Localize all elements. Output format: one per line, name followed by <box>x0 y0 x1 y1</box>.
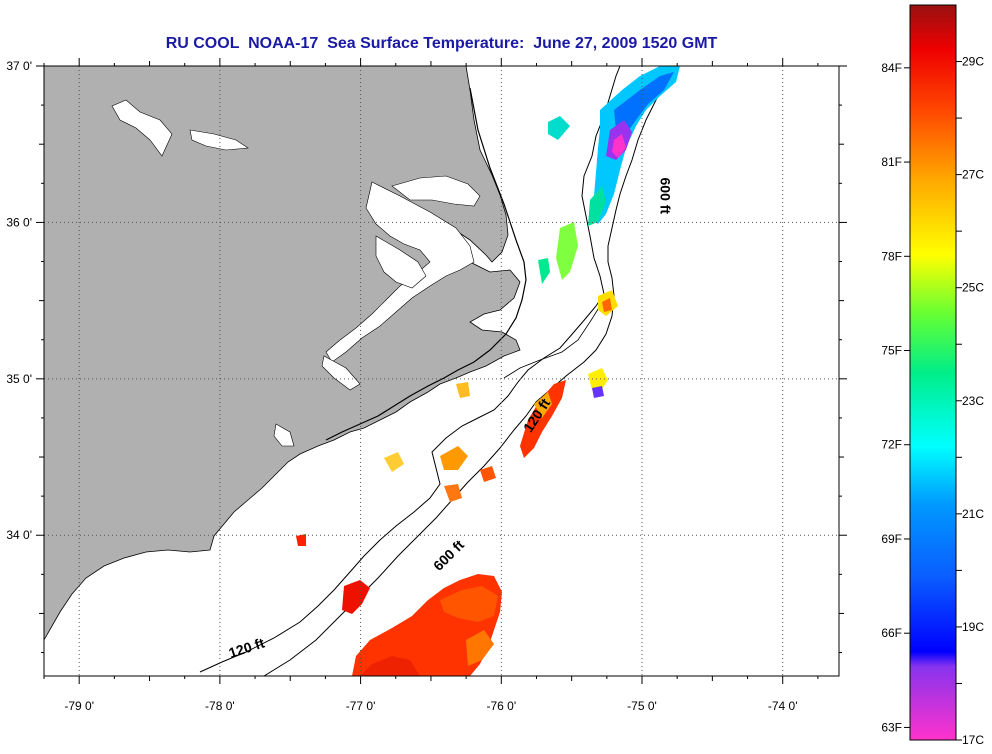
lon-label: -77 0' <box>346 699 376 713</box>
colorbar <box>909 4 957 741</box>
outer-banks <box>325 87 527 441</box>
fahrenheit-label: 81F <box>881 155 902 169</box>
celsius-label: 19C <box>962 620 984 634</box>
lon-label: -79 0' <box>64 699 94 713</box>
fahrenheit-label: 66F <box>881 626 902 640</box>
celsius-label: 17C <box>962 733 984 747</box>
lon-axis-labels: -79 0' -78 0' -77 0' -76 0' -75 0' -74 0' <box>64 699 797 713</box>
celsius-label: 29C <box>962 55 984 69</box>
axis-ticks <box>36 58 847 684</box>
inland-lake-1 <box>111 99 173 157</box>
sst-patches <box>296 66 680 676</box>
contour-600ft <box>263 67 673 676</box>
fahrenheit-label: 69F <box>881 532 902 546</box>
plot-frame <box>43 65 840 677</box>
fahrenheit-label: 72F <box>881 438 902 452</box>
fahrenheit-label: 84F <box>881 61 902 75</box>
map-title: RU COOL NOAA-17 Sea Surface Temperature:… <box>165 35 718 52</box>
colorbar-labels: 29C 27C 25C 23C 21C 19C 17C 84F 81F 78F 75F 72F 69F 6… <box>881 55 984 747</box>
celsius-label: 25C <box>962 281 984 295</box>
graticule <box>44 66 839 676</box>
lat-label: 35 0' <box>6 372 32 386</box>
fahrenheit-label: 78F <box>881 249 902 263</box>
fahrenheit-label: 75F <box>881 344 902 358</box>
contour-shelf-upper <box>503 305 601 379</box>
celsius-label: 23C <box>962 394 984 408</box>
river-estuary <box>375 235 427 289</box>
lon-label: -74 0' <box>768 699 798 713</box>
lat-label: 37 0' <box>6 59 32 73</box>
lat-label: 36 0' <box>6 215 32 229</box>
lat-label: 34 0' <box>6 528 32 542</box>
lon-label: -76 0' <box>486 699 516 713</box>
fahrenheit-label: 63F <box>881 720 902 734</box>
inland-lake-4 <box>273 423 295 447</box>
contour-label: 600 ft <box>657 178 673 215</box>
inland-lake-2 <box>189 129 249 151</box>
celsius-label: 27C <box>962 168 984 182</box>
colorbar-ticks <box>904 61 962 741</box>
lat-axis-labels: 37 0' 36 0' 35 0' 34 0' <box>6 59 32 542</box>
celsius-label: 21C <box>962 507 984 521</box>
contour-120ft <box>199 66 621 673</box>
lon-label: -78 0' <box>205 699 235 713</box>
albemarle-sound <box>391 175 481 207</box>
inland-lake-3 <box>321 355 361 391</box>
lon-label: -75 0' <box>627 699 657 713</box>
